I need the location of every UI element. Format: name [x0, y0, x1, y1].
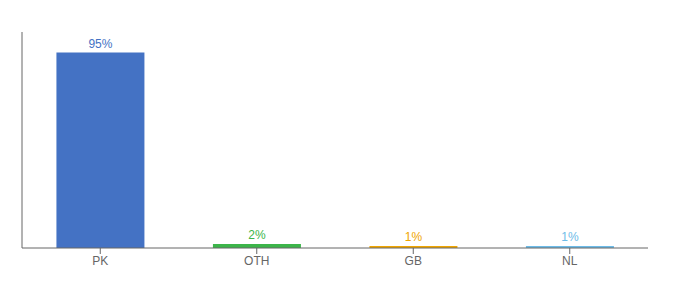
- svg-text:1%: 1%: [405, 230, 423, 244]
- svg-text:GB: GB: [405, 254, 422, 268]
- svg-text:NL: NL: [562, 254, 578, 268]
- svg-text:PK: PK: [92, 254, 108, 268]
- svg-text:1%: 1%: [561, 230, 579, 244]
- svg-text:95%: 95%: [88, 37, 112, 51]
- svg-text:OTH: OTH: [244, 254, 269, 268]
- svg-text:2%: 2%: [248, 228, 266, 242]
